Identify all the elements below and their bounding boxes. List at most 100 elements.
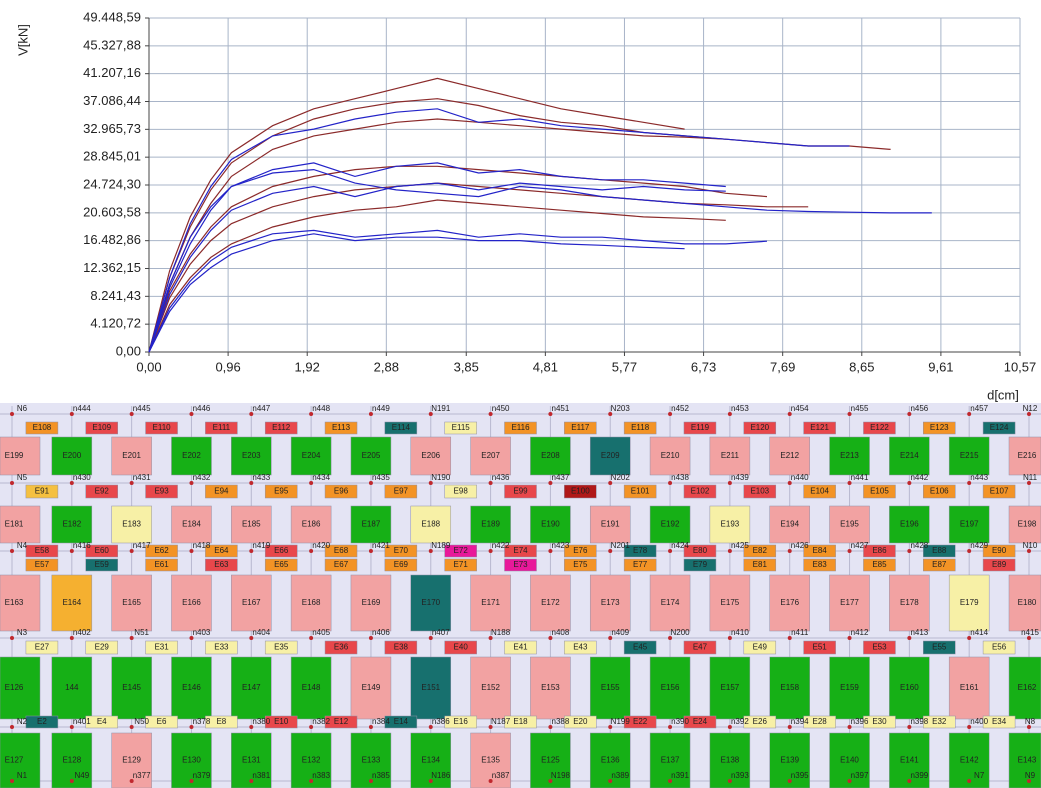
element-label: E57 — [35, 560, 50, 569]
element-label: E167 — [242, 598, 261, 607]
node-label: n426 — [791, 541, 809, 550]
element-label: E119 — [691, 423, 710, 432]
element-label: E159 — [840, 683, 859, 692]
node-label: n387 — [492, 771, 510, 780]
element-label: E10 — [274, 717, 289, 726]
element-label: E4 — [97, 717, 107, 726]
node-label: n405 — [312, 628, 330, 637]
element-label: E59 — [95, 560, 110, 569]
element-label: E24 — [693, 717, 708, 726]
mesh-node — [10, 779, 14, 783]
element-label: E58 — [35, 546, 50, 555]
node-label: n390 — [671, 717, 689, 726]
node-label: N198 — [551, 771, 571, 780]
element-label: E31 — [154, 643, 169, 652]
element-label: E127 — [5, 756, 24, 765]
node-label: N199 — [611, 717, 631, 726]
element-label: E36 — [334, 643, 349, 652]
node-label: n434 — [312, 473, 330, 482]
element-label: E171 — [481, 598, 500, 607]
node-label: n392 — [731, 717, 749, 726]
element-label: E213 — [840, 451, 859, 460]
element-label: E209 — [601, 451, 620, 460]
mesh-node — [130, 725, 134, 729]
y-tick-label: 24.724,30 — [83, 176, 141, 191]
element-label: E60 — [95, 546, 110, 555]
element-label: E12 — [334, 717, 349, 726]
mesh-node — [10, 549, 14, 553]
element-label: E22 — [633, 717, 648, 726]
node-label: N186 — [431, 771, 451, 780]
node-label: n452 — [671, 404, 689, 413]
element-label: E169 — [362, 598, 381, 607]
x-tick-label: 4,81 — [533, 359, 558, 374]
element-label: E152 — [481, 683, 500, 692]
node-label: n420 — [312, 541, 330, 550]
element-label: E120 — [750, 423, 769, 432]
element-label: E151 — [421, 683, 440, 692]
element-label: E201 — [122, 451, 141, 460]
node-label: n395 — [791, 771, 809, 780]
element-label: E117 — [571, 423, 590, 432]
x-tick-label: 3,85 — [454, 359, 479, 374]
node-label: N3 — [17, 628, 28, 637]
element-label: E115 — [452, 423, 471, 432]
element-label: E130 — [182, 756, 201, 765]
node-label: n402 — [73, 628, 91, 637]
element-label: E96 — [334, 487, 349, 496]
node-label: N187 — [491, 717, 511, 726]
node-label: n382 — [312, 717, 330, 726]
element-label: E85 — [872, 560, 887, 569]
element-label: E90 — [992, 546, 1007, 555]
element-label: E30 — [872, 717, 887, 726]
y-tick-label: 12.362,15 — [83, 260, 141, 275]
element-label: E195 — [840, 520, 859, 529]
element-label: E142 — [960, 756, 979, 765]
element-label: E157 — [721, 683, 740, 692]
element-label: E184 — [182, 520, 201, 529]
element-label: E198 — [1018, 520, 1037, 529]
node-label: n411 — [791, 628, 809, 637]
element-label: E28 — [813, 717, 828, 726]
element-label: E92 — [95, 487, 110, 496]
node-label: n449 — [372, 404, 390, 413]
element-label: E102 — [691, 487, 710, 496]
node-label: n406 — [372, 628, 390, 637]
node-label: n383 — [312, 771, 330, 780]
element-label: E108 — [33, 423, 52, 432]
element-label: E73 — [513, 560, 528, 569]
node-label: n385 — [372, 771, 390, 780]
element-label: E43 — [573, 643, 588, 652]
element-label: E216 — [1018, 451, 1037, 460]
element-label: E104 — [810, 487, 829, 496]
element-label: E176 — [780, 598, 799, 607]
node-label: n448 — [312, 404, 330, 413]
element-label: E146 — [182, 683, 201, 692]
element-label: E116 — [511, 423, 530, 432]
element-label: E210 — [661, 451, 680, 460]
element-label: E86 — [872, 546, 887, 555]
node-label: n418 — [193, 541, 211, 550]
node-label: N203 — [611, 404, 631, 413]
element-label: E79 — [693, 560, 708, 569]
x-tick-label: 9,61 — [928, 359, 953, 374]
screen: V[kN] d[cm] 0,004.120,728.241,4312.362,1… — [0, 0, 1041, 788]
element-label: E78 — [633, 546, 648, 555]
element-label: E74 — [513, 546, 528, 555]
node-label: N50 — [134, 717, 149, 726]
node-label: N8 — [1025, 717, 1036, 726]
element-label: E53 — [872, 643, 887, 652]
element-label: E66 — [274, 546, 289, 555]
element-label: E98 — [454, 487, 469, 496]
element-label: E192 — [661, 520, 680, 529]
element-label: E173 — [601, 598, 620, 607]
node-label: N191 — [431, 404, 451, 413]
element-label: E158 — [780, 683, 799, 692]
node-label: n429 — [970, 541, 988, 550]
node-label: n425 — [731, 541, 749, 550]
element-label: E207 — [481, 451, 500, 460]
element-label: E185 — [242, 520, 261, 529]
mesh-background — [0, 403, 1041, 788]
element-label: E105 — [870, 487, 889, 496]
node-label: n398 — [910, 717, 928, 726]
